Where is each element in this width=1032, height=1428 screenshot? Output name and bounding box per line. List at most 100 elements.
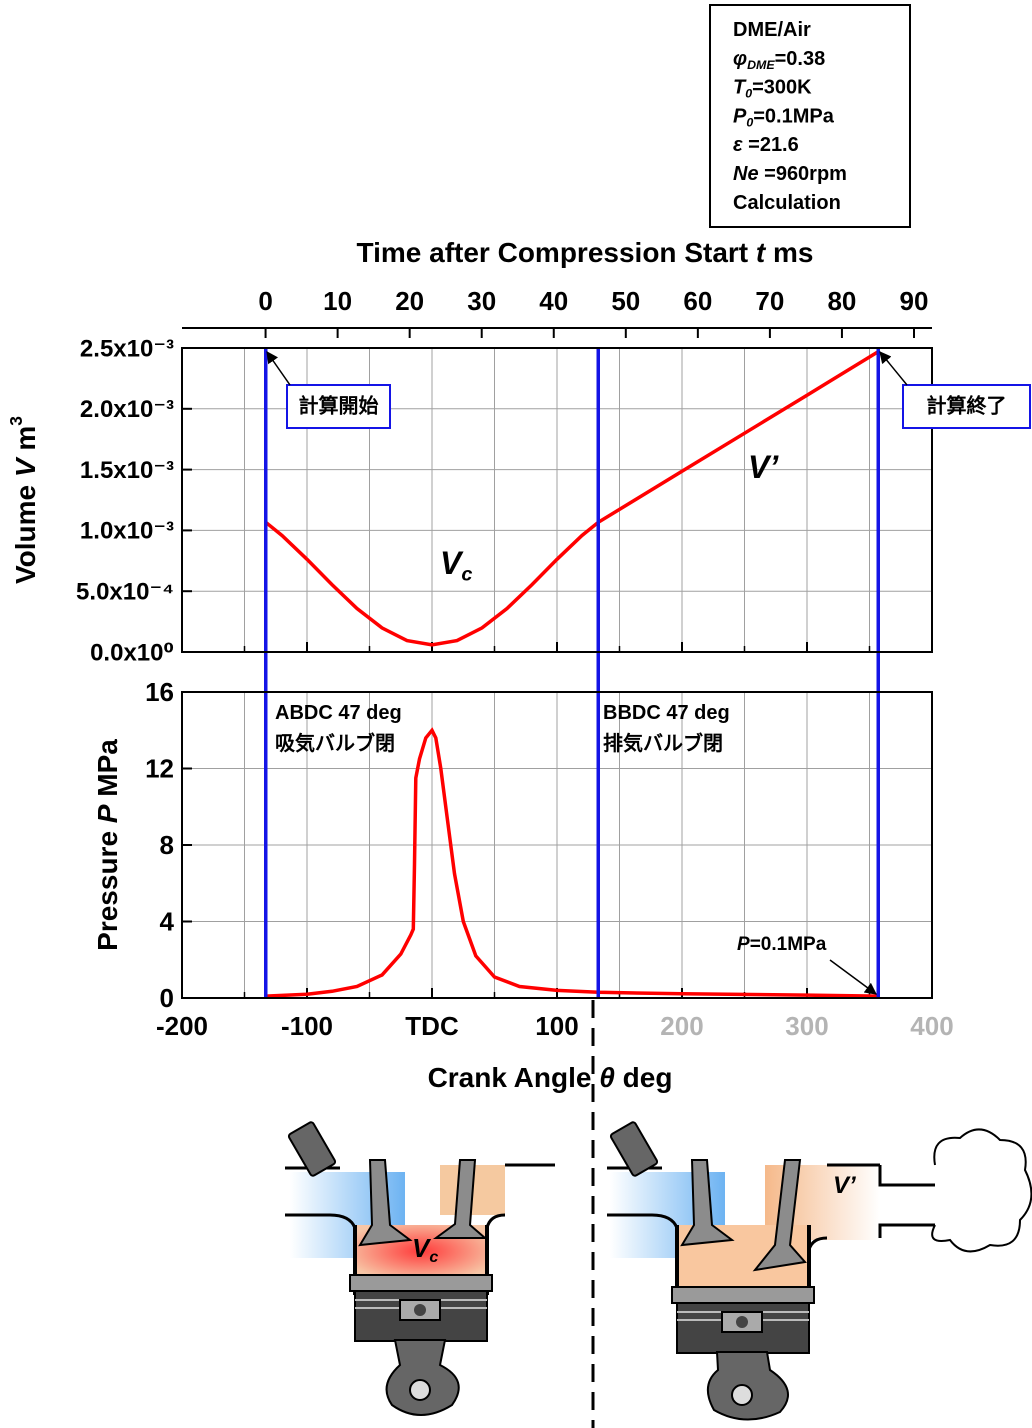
- data-line: [264, 350, 880, 647]
- text-part: =0.1MPa: [750, 934, 827, 955]
- y-tick-label: 0.0x10⁰: [90, 639, 174, 666]
- x-tick-label: 300: [785, 1011, 828, 1041]
- text-part: DME/Air: [733, 19, 811, 41]
- x-tick-label: 400: [910, 1011, 953, 1041]
- text-part: Time after Compression Start: [357, 237, 756, 268]
- condition-line: Calculation: [733, 192, 841, 214]
- text-part: Ne: [733, 163, 759, 185]
- text-part: =300K: [752, 77, 812, 99]
- text-part: θ: [599, 1062, 615, 1093]
- plot-frame: [181, 347, 933, 653]
- annotation: ABDC 47 deg: [275, 702, 402, 724]
- annotation: BBDC 47 deg: [603, 702, 730, 724]
- text-part: deg: [615, 1062, 673, 1093]
- y-tick-label: 4: [160, 906, 175, 936]
- text-part: 吸気バルブ閉: [275, 731, 395, 755]
- x2-tick-label: 10: [323, 286, 352, 316]
- x-tick-label: 100: [535, 1011, 578, 1041]
- data-line: [265, 727, 879, 998]
- x2-tick-label: 40: [539, 286, 568, 316]
- text-part: T: [733, 77, 747, 99]
- text-part: t: [756, 237, 767, 268]
- engine-right: [607, 1121, 1032, 1421]
- text-part: φ: [733, 48, 747, 70]
- y-tick-label: 1.0x10⁻³: [80, 518, 174, 545]
- condition-line: DME/Air: [733, 19, 811, 41]
- text-part: ABDC 47 deg: [275, 702, 402, 724]
- y-tick-label: 5.0x10⁻⁴: [76, 579, 174, 606]
- text-part: 排気バルブ閉: [603, 731, 723, 755]
- x2-tick-label: 70: [755, 286, 784, 316]
- condition-line: φDME=0.38: [733, 48, 825, 72]
- text-part: m: [10, 426, 41, 459]
- x2-tick-label: 30: [467, 286, 496, 316]
- x2-tick-label: 0: [258, 286, 272, 316]
- text-part: 3: [5, 416, 25, 426]
- x-tick-label: TDC: [405, 1011, 459, 1041]
- y-tick-label: 0: [160, 983, 174, 1013]
- text-part: Crank Angle: [428, 1062, 600, 1093]
- x-tick-label: -200: [156, 1011, 208, 1041]
- callout-arrow: [879, 351, 908, 386]
- conditions-box: [709, 4, 911, 228]
- annotation-arrow: [829, 959, 877, 995]
- text-part: =21.6: [743, 134, 799, 156]
- annotation: 排気バルブ閉: [603, 731, 723, 755]
- condition-line: T0=300K: [733, 77, 812, 101]
- condition-line: P0=0.1MPa: [733, 106, 835, 130]
- text-part: Calculation: [733, 192, 841, 214]
- x2-tick-label: 50: [611, 286, 640, 316]
- text-part: V: [412, 1233, 432, 1263]
- text-part: =0.1MPa: [753, 106, 834, 128]
- text-part: 0: [746, 116, 753, 130]
- condition-line: ε =21.6: [733, 134, 799, 156]
- x2-tick-label: 80: [827, 286, 856, 316]
- text-part: ms: [765, 237, 813, 268]
- annotation: 吸気バルブ閉: [275, 731, 395, 755]
- text-part: V: [10, 456, 41, 477]
- callout-text: 計算終了: [927, 393, 1007, 417]
- y-tick-label: 1.5x10⁻³: [80, 457, 174, 484]
- y-tick-label: 16: [145, 677, 174, 707]
- callout-arrow: [266, 351, 291, 386]
- text-part: Pressure: [92, 823, 123, 951]
- text-part: V’: [748, 449, 779, 485]
- text-part: 0: [745, 87, 752, 101]
- annotation: Vc: [440, 545, 472, 585]
- text-part: c: [461, 564, 472, 586]
- x2-tick-label: 20: [395, 286, 424, 316]
- text-part: =960rpm: [759, 163, 847, 185]
- y-tick-label: 8: [160, 830, 174, 860]
- callout-box: [286, 384, 391, 429]
- y-axis-title: Pressure P MPa: [92, 739, 123, 951]
- x-axis-title: Crank Angle θ deg: [428, 1062, 673, 1093]
- y-axis-title: Volume V m3: [5, 416, 41, 584]
- text-part: Volume: [10, 477, 41, 584]
- condition-line: Ne =960rpm: [733, 163, 847, 185]
- x-tick-label: -100: [281, 1011, 333, 1041]
- x2-tick-label: 90: [900, 286, 929, 316]
- text-part: V: [440, 545, 464, 581]
- x2-tick-label: 60: [683, 286, 712, 316]
- text-part: P: [92, 804, 123, 823]
- text-part: DME: [747, 58, 775, 72]
- y-tick-label: 2.0x10⁻³: [80, 396, 174, 423]
- plot-frame: [181, 691, 933, 999]
- y-tick-label: 2.5x10⁻³: [80, 335, 174, 362]
- x-tick-label: 200: [660, 1011, 703, 1041]
- text-part: =0.38: [775, 48, 826, 70]
- text-part: P: [737, 934, 750, 955]
- engine-left: [285, 1121, 555, 1416]
- annotation: P=0.1MPa: [737, 934, 827, 955]
- diagram-label: V’: [833, 1172, 856, 1199]
- text-part: V’: [833, 1172, 856, 1199]
- x2-axis-title: Time after Compression Start t ms: [357, 237, 814, 268]
- callout-text: 計算開始: [299, 393, 379, 417]
- diagram-label: Vc: [412, 1233, 438, 1266]
- text-part: MPa: [92, 739, 123, 805]
- y-tick-label: 12: [145, 753, 174, 783]
- callout-box: [902, 384, 1031, 429]
- text-part: c: [429, 1248, 438, 1266]
